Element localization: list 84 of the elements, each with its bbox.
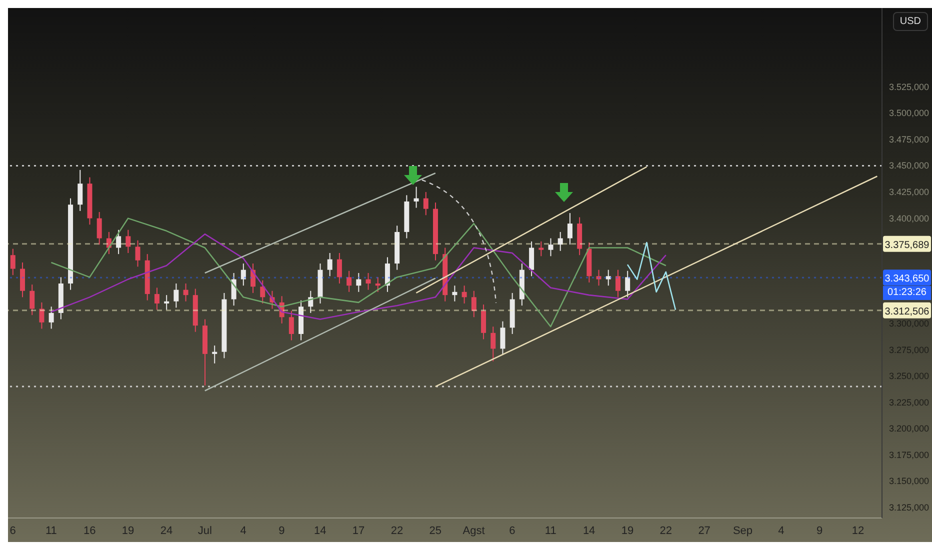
candlestick [164,294,170,310]
candlestick [615,269,620,298]
y-tick-label: 3.450,000 [888,160,929,171]
candlestick [48,306,54,330]
x-tick-label: Sep [732,524,753,537]
y-tick-label: 3.225,000 [888,397,929,408]
x-tick-label: 16 [84,524,96,537]
x-tick-label: 24 [160,524,173,537]
candlestick [384,256,390,292]
candlestick [625,270,630,298]
x-tick-label: 22 [660,524,672,537]
candlestick [30,284,35,316]
candlestick [260,280,266,304]
ref-line-label: 3.312,506 [884,306,930,318]
candlestick [116,229,122,255]
x-tick-label: Jul [198,524,212,537]
candlestick [135,240,140,268]
candlestick [78,169,83,212]
candlestick [356,272,362,292]
candlestick [538,240,544,257]
candlestick [548,238,554,257]
y-tick-label: 3.425,000 [888,187,929,198]
x-tick-label: 19 [621,524,634,537]
candlestick [414,186,419,208]
candlestick [558,231,563,252]
x-tick-label: 9 [278,524,285,537]
x-tick-label: 25 [429,524,442,537]
x-tick-label: 11 [544,524,556,537]
y-tick-label: 3.400,000 [888,213,929,224]
x-tick-label: 6 [509,524,516,537]
y-tick-label: 3.150,000 [888,476,929,486]
x-tick-label: 12 [852,524,864,537]
line-series [50,218,667,328]
x-tick-label: 22 [390,524,404,537]
candlestick [375,276,380,292]
candlestick [500,320,506,356]
candlestick [183,283,188,302]
candlestick [154,287,160,310]
candlestick [288,310,294,341]
y-tick-label: 3.175,000 [888,450,929,460]
x-tick-label: 4 [778,524,784,537]
candlestick [529,240,534,277]
candlestick [567,212,572,246]
candlestick [596,269,602,286]
candlestick [481,304,486,340]
text: 01:23:26 [883,286,931,300]
x-tick-label: 19 [122,524,134,537]
candlestick [471,290,476,318]
candlestick [231,272,236,306]
candlestick [174,283,179,308]
candlestick [10,248,16,276]
candlestick [327,252,332,277]
candlestick [606,269,611,286]
x-tick-label: 17 [352,524,365,537]
candlestick [20,262,26,298]
x-tick-label: 9 [816,524,823,537]
candlestick [490,326,496,362]
text: USD [892,12,928,31]
candlestick [96,212,102,246]
x-tick-label: 14 [314,524,326,537]
x-tick-label: 11 [46,524,57,537]
candlestick [452,285,458,302]
candlestick [336,252,342,284]
x-tick-label: Agst [462,524,485,537]
ref-line-label: 3.343,650 [884,274,930,285]
x-tick-label: 27 [698,524,710,537]
x-tick-label: 4 [240,524,246,537]
y-tick-label: 3.525,000 [888,82,929,92]
line-series [626,242,676,310]
candlestick [462,285,467,304]
y-tick-label: 3.200,000 [888,424,929,434]
x-tick-label: 14 [582,524,596,537]
candlestick [126,229,131,254]
y-tick-label: 3.500,000 [888,108,929,118]
candlestick [240,263,246,286]
y-tick-label: 3.475,000 [888,134,929,144]
candlestick [366,272,371,290]
ref-line-label: 3.375,689 [884,240,930,251]
candlestick [346,270,352,292]
candlestick [212,345,218,364]
y-tick-label: 3.125,000 [888,502,929,512]
candlestick [423,192,428,216]
x-tick-label: 6 [10,524,16,537]
candlestick [39,302,44,330]
